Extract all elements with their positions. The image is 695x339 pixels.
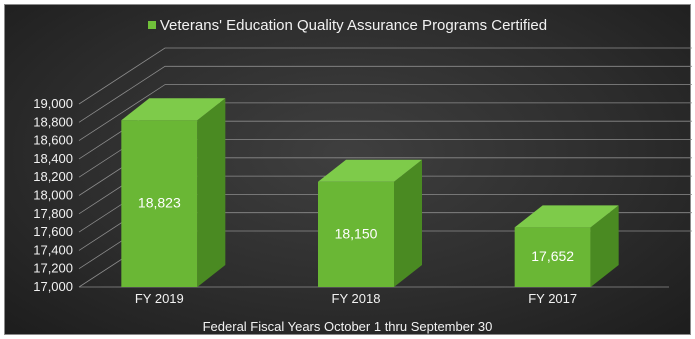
y-tick-label: 17,400: [33, 242, 73, 257]
y-tick-label: 18,800: [33, 114, 73, 129]
gridline-10: [78, 47, 692, 105]
bar-front-face: [121, 120, 198, 288]
bar-data-labels: 18,823 18,150 17,652: [138, 195, 574, 265]
bar-data-label: 18,150: [335, 225, 378, 241]
bar-data-label: 18,823: [138, 195, 181, 211]
gridline-9: [78, 65, 692, 123]
bar-front-face: [514, 227, 591, 287]
y-tick-label: 17,200: [33, 261, 73, 276]
y-tick-label: 18,200: [33, 169, 73, 184]
bar-front-face: [318, 181, 394, 287]
bar-side-face: [394, 159, 422, 287]
chart-plot: 17,000 17,200 17,400 17,600 17,800 18,000 18,2…: [33, 47, 692, 306]
x-tick-label: FY 2017: [528, 291, 577, 306]
bar-fy-2018: [318, 159, 422, 287]
y-tick-label: 19,000: [33, 96, 73, 111]
bar-top-face: [121, 98, 226, 121]
bar-side-face: [590, 205, 619, 287]
x-tick-label: FY 2019: [135, 291, 184, 306]
bar-top-face: [318, 159, 422, 182]
bar-data-label: 17,652: [531, 248, 574, 264]
y-tick-label: 17,600: [33, 224, 73, 239]
bar-fy-2017: [514, 205, 619, 287]
bar-side-face: [197, 98, 226, 288]
legend-label: Veterans' Education Quality Assurance Pr…: [159, 17, 548, 34]
y-tick-label: 18,000: [33, 188, 73, 203]
bar-top-face: [514, 205, 619, 228]
legend: Veterans' Education Quality Assurance Pr…: [5, 17, 690, 34]
x-tick-label: FY 2018: [332, 291, 381, 306]
bar-fy-2019: [121, 98, 226, 288]
legend-swatch: [147, 21, 156, 30]
y-axis-tick-labels: 17,000 17,200 17,400 17,600 17,800 18,000 18,2…: [33, 96, 73, 294]
y-tick-label: 17,800: [33, 206, 73, 221]
y-tick-label: 18,400: [33, 151, 73, 166]
x-axis-tick-labels: FY 2019 FY 2018 FY 2017: [135, 291, 577, 306]
x-axis-title: Federal Fiscal Years October 1 thru Sept…: [202, 319, 493, 334]
y-tick-label: 17,000: [33, 279, 73, 294]
gridline-8: [78, 84, 692, 141]
chart-area: 17,000 17,200 17,400 17,600 17,800 18,000 18,2…: [4, 4, 692, 335]
y-tick-label: 18,600: [33, 133, 73, 148]
bars: [121, 98, 619, 288]
